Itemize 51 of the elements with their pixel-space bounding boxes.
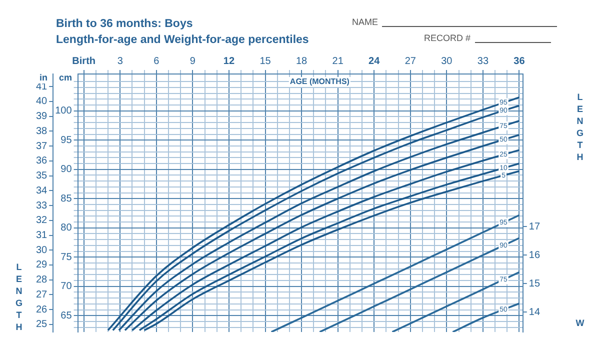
y2-tick-label: 27 bbox=[36, 289, 48, 300]
y-tick-label: 70 bbox=[60, 281, 72, 292]
x-tick-label: 30 bbox=[441, 56, 453, 67]
x-tick-label: 36 bbox=[514, 56, 526, 67]
y-tick-label: 100 bbox=[55, 106, 72, 117]
y3-axis-title: W bbox=[575, 318, 585, 330]
y2-tick-label: 30 bbox=[36, 244, 48, 256]
x-tick-label: 3 bbox=[117, 56, 124, 67]
y2-tick-label: 26 bbox=[36, 304, 48, 316]
x-tick-label: 21 bbox=[332, 56, 344, 67]
y-tick-label: 95 bbox=[60, 134, 72, 146]
x-tick-label: 12 bbox=[223, 56, 235, 67]
text: RECORD # bbox=[424, 33, 471, 43]
y2-tick-label: 39 bbox=[36, 111, 48, 122]
y2-tick-label: 37 bbox=[36, 140, 48, 152]
y3-tick-label: 15 bbox=[528, 278, 540, 290]
y3-tick-label: 17 bbox=[528, 221, 540, 232]
y2-tick-label: 40 bbox=[36, 96, 48, 108]
y2-tick-label: 29 bbox=[36, 260, 48, 271]
x-tick-label: 24 bbox=[368, 56, 380, 67]
x-tick-label: Birth bbox=[72, 56, 96, 67]
y-tick-label: 65 bbox=[60, 310, 72, 322]
text: in bbox=[40, 72, 48, 82]
x-tick-label: 27 bbox=[404, 56, 416, 67]
y-tick-label: 90 bbox=[60, 164, 72, 176]
y2-tick-label: 38 bbox=[36, 126, 48, 137]
x-tick-label: 9 bbox=[190, 56, 196, 67]
chart-subtitle: Length-for-age and Weight-for-age percentiles bbox=[56, 33, 309, 48]
y2-tick-label: 33 bbox=[36, 200, 48, 212]
text: NAME bbox=[352, 17, 378, 27]
y2-tick-label: 31 bbox=[36, 230, 48, 241]
x-tick-label: 15 bbox=[260, 56, 272, 67]
text: LENGTH bbox=[14, 262, 24, 334]
y2-tick-label: 25 bbox=[36, 319, 48, 330]
y3-tick-label: 16 bbox=[528, 250, 540, 261]
y-axis-title: LENGTH bbox=[575, 92, 585, 164]
y-tick-label: 80 bbox=[60, 222, 72, 234]
y2-tick-label: 35 bbox=[36, 170, 48, 182]
text: cm bbox=[58, 72, 72, 82]
x-axis-title: AGE (MONTHS) bbox=[290, 77, 350, 86]
y2-tick-label: 36 bbox=[36, 156, 48, 167]
y-tick-label: 75 bbox=[60, 252, 72, 263]
y-tick-label: 85 bbox=[60, 193, 72, 204]
x-tick-label: 6 bbox=[154, 56, 160, 67]
y2-tick-label: 28 bbox=[36, 274, 48, 286]
x-tick-label: 18 bbox=[296, 56, 308, 67]
chart-title: Birth to 36 months: Boys bbox=[56, 17, 194, 32]
x-tick-label: 33 bbox=[477, 56, 489, 67]
y2-tick-label: 34 bbox=[36, 185, 48, 196]
y2-tick-label: 32 bbox=[36, 215, 48, 226]
y3-tick-label: 14 bbox=[528, 306, 540, 318]
